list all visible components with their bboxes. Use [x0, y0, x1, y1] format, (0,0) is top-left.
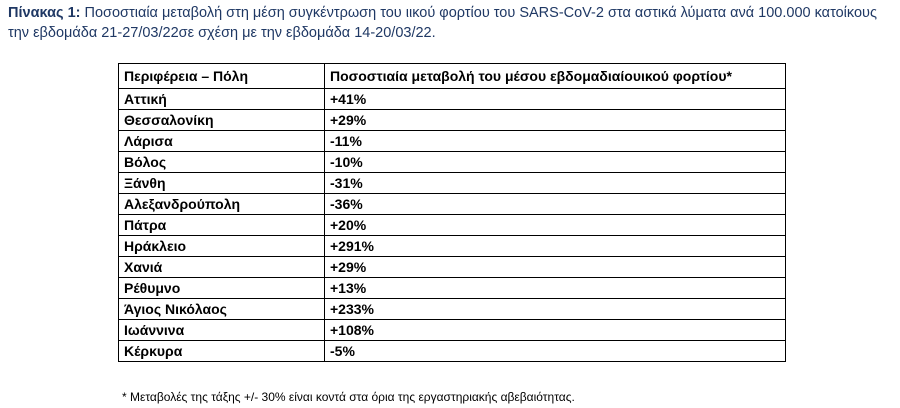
cell-percent-change: +20%	[324, 214, 786, 236]
column-header-region-city: Περιφέρεια – Πόλη	[118, 63, 325, 89]
cell-percent-change: +41%	[324, 88, 786, 110]
footnote: * Μεταβολές της τάξης +/- 30% είναι κοντ…	[122, 390, 575, 404]
cell-city: Βόλος	[118, 151, 325, 173]
cell-city: Λάρισα	[118, 130, 325, 152]
cell-city: Αλεξανδρούπολη	[118, 193, 325, 215]
table-header-row: Περιφέρεια – Πόλη Ποσοστιαία μεταβολή το…	[118, 63, 786, 89]
cell-percent-change: +29%	[324, 256, 786, 278]
cell-city: Αττική	[118, 88, 325, 110]
wastewater-change-table: Περιφέρεια – Πόλη Ποσοστιαία μεταβολή το…	[118, 63, 786, 362]
table-body: Αττική +41% Θεσσαλονίκη +29% Λάρισα -11% Βόλος…	[118, 88, 786, 362]
table-row: Ιωάννινα +108%	[118, 319, 786, 341]
table-row: Πάτρα +20%	[118, 214, 786, 236]
caption-label: Πίνακας 1:	[8, 5, 81, 21]
table-row: Αττική +41%	[118, 88, 786, 110]
cell-percent-change: -11%	[324, 130, 786, 152]
table-row: Ηράκλειο +291%	[118, 235, 786, 257]
cell-city: Ιωάννινα	[118, 319, 325, 341]
table-row: Ξάνθη -31%	[118, 172, 786, 194]
cell-percent-change: -5%	[324, 340, 786, 362]
table-row: Θεσσαλονίκη +29%	[118, 109, 786, 131]
cell-percent-change: +291%	[324, 235, 786, 257]
cell-city: Χανιά	[118, 256, 325, 278]
table-row: Αλεξανδρούπολη -36%	[118, 193, 786, 215]
cell-percent-change: -36%	[324, 193, 786, 215]
cell-percent-change: -31%	[324, 172, 786, 194]
cell-city: Άγιος Νικόλαος	[118, 298, 325, 320]
cell-percent-change: +29%	[324, 109, 786, 131]
cell-city: Κέρκυρα	[118, 340, 325, 362]
table-row: Βόλος -10%	[118, 151, 786, 173]
table-row: Ρέθυμνο +13%	[118, 277, 786, 299]
cell-city: Ηράκλειο	[118, 235, 325, 257]
cell-city: Ξάνθη	[118, 172, 325, 194]
table-row: Κέρκυρα -5%	[118, 340, 786, 362]
table-row: Χανιά +29%	[118, 256, 786, 278]
cell-city: Ρέθυμνο	[118, 277, 325, 299]
cell-city: Θεσσαλονίκη	[118, 109, 325, 131]
cell-percent-change: +13%	[324, 277, 786, 299]
table-caption: Πίνακας 1: Ποσοστιαία μεταβολή στη μέση …	[8, 3, 888, 43]
table-row: Άγιος Νικόλαος +233%	[118, 298, 786, 320]
cell-city: Πάτρα	[118, 214, 325, 236]
caption-text: Ποσοστιαία μεταβολή στη μέση συγκέντρωση…	[8, 5, 877, 41]
cell-percent-change: +233%	[324, 298, 786, 320]
cell-percent-change: -10%	[324, 151, 786, 173]
table-row: Λάρισα -11%	[118, 130, 786, 152]
column-header-percent-change: Ποσοστιαία μεταβολή του μέσου εβδομαδιαί…	[324, 63, 786, 89]
cell-percent-change: +108%	[324, 319, 786, 341]
